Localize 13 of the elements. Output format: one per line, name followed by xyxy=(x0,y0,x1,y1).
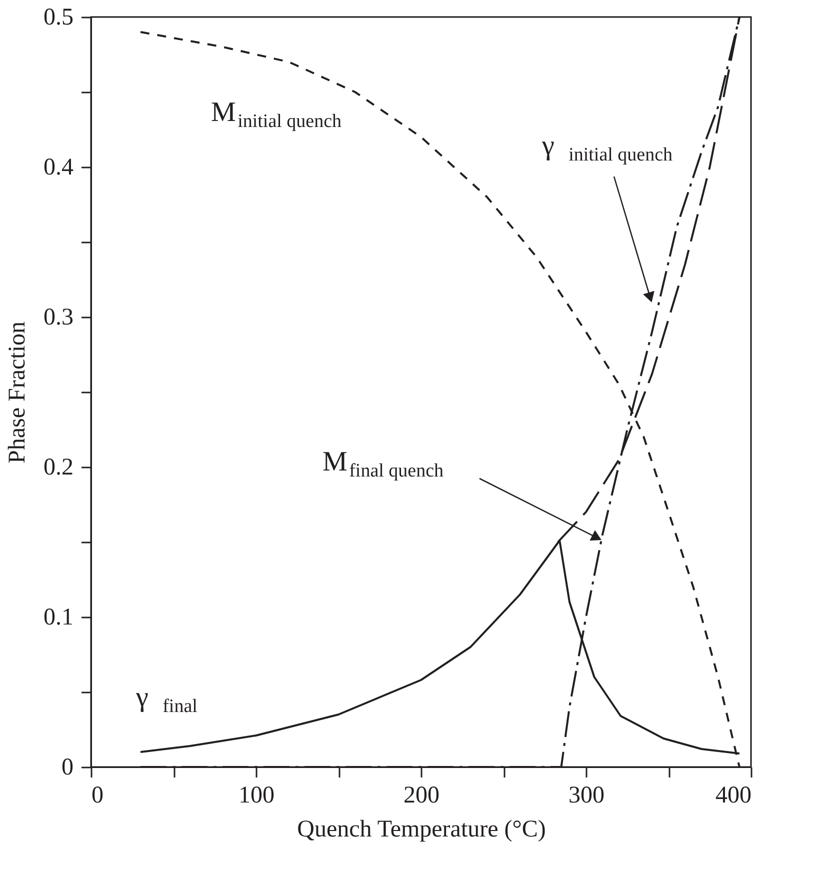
x-axis-title: Quench Temperature (°C) xyxy=(297,816,546,842)
x-tick-label: 200 xyxy=(404,782,440,808)
x-tick-label: 100 xyxy=(238,782,274,808)
y-tick-label: 0.2 xyxy=(44,454,74,480)
y-axis-title: Phase Fraction xyxy=(4,322,30,464)
x-tick-label: 0 xyxy=(92,782,104,808)
y-tick-label: 0.4 xyxy=(44,154,74,180)
y-tick-label: 0 xyxy=(62,754,74,780)
y-tick-label: 0.5 xyxy=(44,4,74,30)
x-tick-label: 400 xyxy=(716,782,752,808)
x-tick-label: 300 xyxy=(568,782,604,808)
y-tick-label: 0.1 xyxy=(44,604,74,630)
y-tick-label: 0.3 xyxy=(44,304,74,330)
